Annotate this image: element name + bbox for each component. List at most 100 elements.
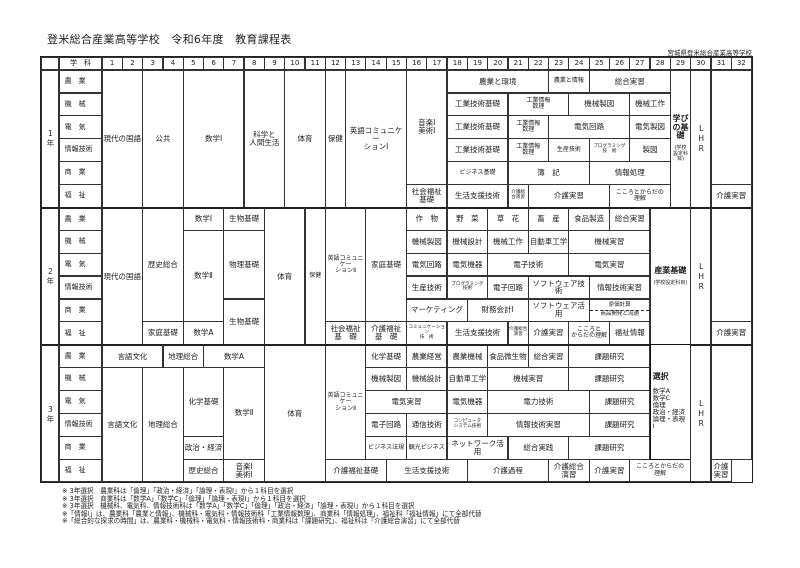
period-header: 13 xyxy=(345,56,367,71)
subject-cell: 介護実習 xyxy=(588,458,631,483)
subject-cell: LHR xyxy=(690,69,712,208)
subject-cell: 草 花 xyxy=(487,206,529,231)
subject-cell: こころとからだの 理解 xyxy=(609,184,671,208)
subject-cell: 作 物 xyxy=(406,206,448,231)
footnote: ※「総合的な探求の時間」は、農業科・機械科・電気科・情報技術科・商業科は「課題研… xyxy=(62,517,460,526)
subject-cell: 化学基礎 xyxy=(182,367,225,437)
period-header: 7 xyxy=(223,56,245,71)
subject-cell: 科学と 人間生活 xyxy=(243,69,286,208)
subject-cell: 家庭基礎 xyxy=(365,206,407,323)
period-header: 8 xyxy=(243,56,265,71)
subject-cell: 総合実践 xyxy=(507,435,570,460)
subject-cell: 工業技術基礎 xyxy=(446,138,509,162)
subject-cell: 社会福祉 基 礎 xyxy=(324,321,367,346)
subject-cell: 介護実習 xyxy=(527,184,610,208)
subject-cell: 介護総合 演習 xyxy=(548,458,590,483)
subject-cell: 電気製図 xyxy=(629,115,671,140)
subject-cell: 機械工作 xyxy=(487,229,529,254)
subject-cell: 財務会計Ⅰ xyxy=(466,298,529,323)
subject-cell: 農業経営 xyxy=(406,344,448,368)
period-header: 10 xyxy=(284,56,306,71)
year-label: 2年 xyxy=(40,206,60,346)
period-header: 3 xyxy=(142,56,164,71)
subject-cell: 介護過程 xyxy=(466,458,549,483)
subject-cell: 体育 xyxy=(263,206,306,346)
subject-cell: マーケティング xyxy=(406,298,468,323)
subject-cell: ソフトウェア技術 xyxy=(527,275,590,300)
subject-cell: 機械設計 xyxy=(406,367,448,391)
department-label: 農 業 xyxy=(58,206,103,231)
period-header: 25 xyxy=(588,56,610,71)
subject-cell: 食品製造 xyxy=(568,206,610,231)
subject-cell: 介護実習 xyxy=(527,321,570,346)
subject-cell: 化学基礎 xyxy=(365,344,407,368)
subject-cell: 生産技術 xyxy=(548,138,590,162)
period-header: 11 xyxy=(304,56,326,71)
subject-cell: 電気実習 xyxy=(365,390,448,414)
subject-cell: 数学A xyxy=(203,344,265,368)
subject-cell: プログラミング 技 術 xyxy=(588,138,631,162)
subject-cell: 生活支援技術 xyxy=(446,184,509,208)
department-label: 福 祉 xyxy=(58,458,103,483)
subject-cell: 機械実習 xyxy=(487,367,570,391)
subject-cell: 製図 xyxy=(629,138,671,162)
subject-cell: 農業と情報 xyxy=(548,69,590,94)
curriculum-table: 学 科 1 2 3 4 5 6 7 8 9 10 11 12 13 14 15 16 17 18 19 20 21 22 23… xyxy=(40,56,753,484)
subject-cell: 原価計算 商品開発と流通 xyxy=(588,298,651,323)
period-header: 28 xyxy=(649,56,671,71)
subject-cell: 電気回路 xyxy=(406,252,448,277)
period-header: 26 xyxy=(609,56,631,71)
school-name-note: 宮城県登米総合産業高等学校 xyxy=(667,49,753,57)
subject-cell: 簿 記 xyxy=(507,161,590,185)
subject-cell: 介護実習 xyxy=(710,321,752,346)
year-label: 3年 xyxy=(40,344,60,483)
period-header: 15 xyxy=(385,56,407,71)
subject-cell: 数学A xyxy=(182,321,225,346)
empty-cell xyxy=(710,344,752,460)
subject-cell: 公共 xyxy=(142,69,184,208)
subject-cell: 総合実習 xyxy=(588,69,671,94)
subject-cell: 機械実習 xyxy=(568,229,651,254)
period-header: 16 xyxy=(406,56,428,71)
subject-cell: 情報技術実習 xyxy=(487,412,590,437)
department-label: 商 業 xyxy=(58,298,103,323)
subject-cell: 電気機器 xyxy=(446,390,489,414)
subject-cell: 生物基礎 xyxy=(223,298,265,346)
subject-cell: 介護総合 演習 xyxy=(507,321,529,346)
subject-cell: 野 菜 xyxy=(446,206,489,231)
subject-cell: 課題研究 xyxy=(588,412,651,437)
period-header: 17 xyxy=(426,56,448,71)
subject-cell: 生物基礎 xyxy=(223,206,265,231)
subject-cell: 歴史総合 xyxy=(182,458,225,483)
subject-cell: 介護福祉 基 礎 xyxy=(365,321,407,346)
period-header: 29 xyxy=(669,56,691,71)
subject-cell: 総合実習 xyxy=(527,344,570,368)
period-header: 2 xyxy=(121,56,143,71)
department-label: 福 祉 xyxy=(58,184,103,208)
subject-cell: 情報処理 xyxy=(588,161,671,185)
subject-cell: 生活支援技術 xyxy=(446,321,509,346)
department-label: 商 業 xyxy=(58,161,103,185)
subject-note: (学校 設定科 目) xyxy=(672,145,688,162)
subject-cell: 課題研究 xyxy=(568,435,651,460)
period-header: 9 xyxy=(263,56,286,71)
subject-cell: ネットワーク活用 xyxy=(446,435,509,460)
subject-cell: 畜 産 xyxy=(527,206,570,231)
period-header: 24 xyxy=(568,56,590,71)
subject-cell: 電気回路 xyxy=(548,115,631,140)
header-corner xyxy=(40,56,60,71)
subject-cell: 工業情報 数理 xyxy=(507,138,549,162)
subject-cell: 介護総 合演習 xyxy=(507,184,529,208)
subject-cell: 課題研究 xyxy=(568,367,651,391)
subject-cell: 保健 xyxy=(324,69,346,208)
period-header: 23 xyxy=(548,56,570,71)
subject-cell: 農業機械 xyxy=(446,344,489,368)
period-header: 4 xyxy=(162,56,184,71)
subject-cell: こころと からだの理解 xyxy=(568,321,610,346)
subject-cell: 生産技術 xyxy=(406,275,448,300)
footnote: ※ 3年選択 商業科は「数学A」「数学C」「倫理」「論理・表現Ⅰ」から１科目を選… xyxy=(62,494,306,503)
period-header: 27 xyxy=(629,56,651,71)
subject-cell: 介護実習 xyxy=(710,184,752,208)
subject-cell: 農業と環境 xyxy=(446,69,549,94)
subject-cell: 英語コミュニケー ションⅠ xyxy=(345,69,407,208)
